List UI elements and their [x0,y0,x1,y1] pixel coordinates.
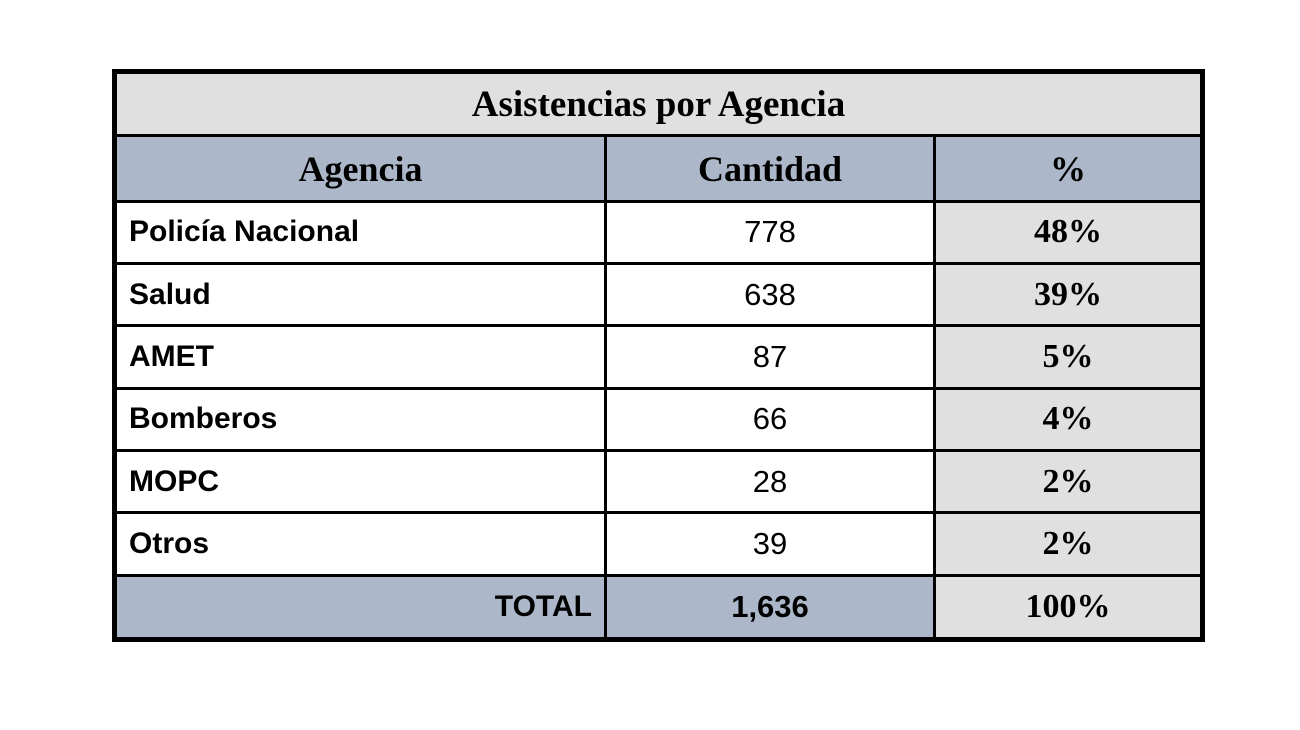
total-pct-cell: 100% [932,573,1205,642]
column-header-cantidad: Cantidad [604,134,936,203]
table-title-row: Asistencias por Agencia [112,69,1205,138]
total-label-cell: TOTAL [113,573,607,642]
table-total-row: TOTAL 1,636 100% [113,573,1205,642]
agencia-cell: MOPC [113,448,607,515]
agencia-cell: Salud [113,261,607,328]
table-title: Asistencias por Agencia [112,69,1205,138]
pct-cell: 48% [932,199,1205,266]
table-row: MOPC 28 2% [113,448,1205,515]
table-row: Salud 638 39% [113,261,1205,328]
column-header-pct: % [932,134,1205,203]
agencia-cell: Otros [113,511,607,577]
table-row: Bomberos 66 4% [113,386,1205,452]
pct-cell: 2% [932,448,1205,515]
asistencias-table: Asistencias por Agencia Agencia Cantidad… [112,69,1206,642]
cantidad-cell: 87 [604,324,936,390]
agencia-cell: Bomberos [113,386,607,452]
agencia-cell: Policía Nacional [113,199,607,266]
pct-cell: 2% [932,511,1205,577]
pct-cell: 5% [932,324,1205,390]
table-header-row: Agencia Cantidad % [113,134,1205,203]
pct-cell: 4% [932,386,1205,452]
cantidad-cell: 39 [604,511,936,577]
pct-cell: 39% [932,261,1205,328]
cantidad-cell: 778 [604,199,936,266]
agency-table: Asistencias por Agencia Agencia Cantidad… [112,69,1206,642]
table-row: AMET 87 5% [113,324,1205,390]
cantidad-cell: 66 [604,386,936,452]
agencia-cell: AMET [113,324,607,390]
table-row: Otros 39 2% [113,511,1205,577]
table-row: Policía Nacional 778 48% [113,199,1205,266]
column-header-agencia: Agencia [113,134,607,203]
cantidad-cell: 28 [604,448,936,515]
cantidad-cell: 638 [604,261,936,328]
total-cantidad-cell: 1,636 [604,573,936,642]
